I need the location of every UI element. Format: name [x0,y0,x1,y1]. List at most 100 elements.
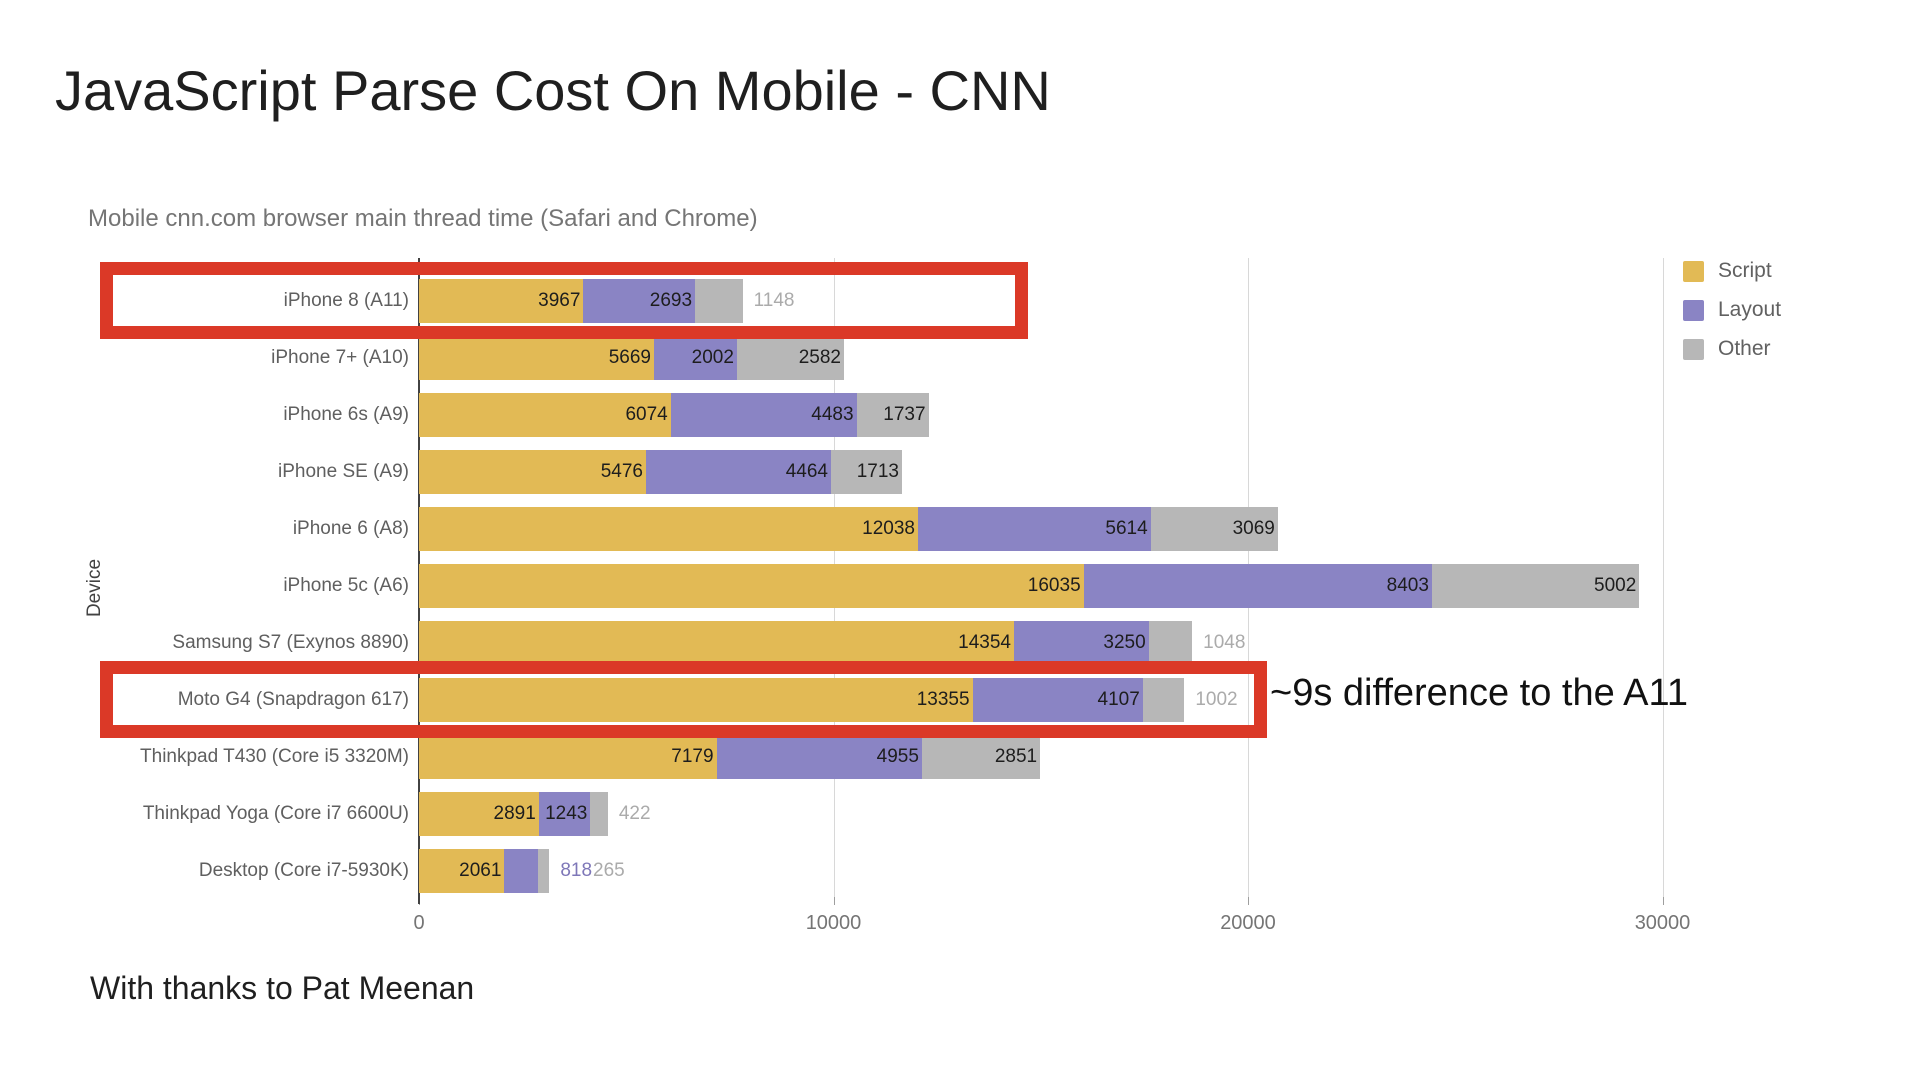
footer-credit: With thanks to Pat Meenan [90,970,475,1006]
value-label-script: 13355 [916,688,970,710]
value-label-script: 14354 [958,631,1011,653]
legend-swatch-script [1683,260,1704,282]
value-label-script: 12038 [862,517,915,539]
category-label: Moto G4 (Snapdragon 617) [177,689,409,710]
value-label-other: 1713 [856,460,899,482]
legend-item-other: Other [1683,337,1781,360]
bar-segment-layout: 8403 [1083,563,1432,608]
bar-segment-script: 13355 [419,677,973,722]
value-label-outside: 818 [560,859,593,881]
category-label: iPhone 5c (A6) [283,575,409,596]
annotation-9s-difference: ~9s difference to the A11 [1270,672,1688,714]
value-label-layout: 5614 [1105,517,1148,539]
bar-segment-layout: 1243 [538,791,591,836]
value-label-other: 1737 [883,403,926,425]
value-label-script: 5669 [608,346,651,368]
outside-value-labels: 1002 [1195,678,1237,722]
category-label: iPhone 6s (A9) [283,404,409,425]
value-label-outside: 1048 [1203,631,1246,653]
bar-segment-other: 3069 [1150,506,1278,551]
legend-item-layout: Layout [1683,298,1782,321]
x-tick-mark-30000 [1662,897,1664,905]
bar-segment-other: 1713 [831,449,902,494]
value-label-other: 2582 [798,346,841,368]
value-label-outside: 422 [618,802,651,824]
value-label-layout: 4107 [1097,688,1140,710]
bar-segment-layout: 4955 [716,734,922,779]
bar-segment-layout: 4483 [670,392,857,437]
value-label-script: 3967 [538,289,581,311]
gridline-30000 [1662,258,1664,897]
bar-segment-other [695,278,743,323]
value-label-script: 2061 [459,859,502,881]
bar-segment-layout [504,848,539,893]
value-label-other: 5002 [1594,574,1637,596]
bar-segment-layout: 5614 [917,506,1151,551]
bar-segment-other: 2582 [736,335,844,380]
bar-segment-script: 3967 [419,278,584,323]
value-label-other: 3069 [1232,517,1275,539]
legend: Script Layout Other [1683,259,1782,377]
outside-value-labels: 818 265 [560,849,624,893]
value-label-layout: 4955 [876,745,919,767]
bar-segment-layout: 2002 [653,335,737,380]
bar-segment-script: 5476 [419,449,646,494]
bar-segment-layout: 4464 [645,449,831,494]
outside-value-labels: 422 [619,792,651,836]
bar-segment-script: 7179 [419,734,717,779]
x-tick-mark-10000 [833,897,835,905]
category-label: iPhone SE (A9) [278,461,409,482]
value-label-script: 6074 [625,403,668,425]
bar-segment-script: 6074 [419,392,671,437]
bar-segment-script: 2891 [419,791,539,836]
x-tick-label-20000: 20000 [1220,912,1276,934]
bar-segment-script: 14354 [419,620,1014,665]
bar-segment-layout: 3250 [1013,620,1149,665]
bar-segment-script: 5669 [419,335,654,380]
x-tick-label-10000: 10000 [805,912,862,934]
legend-swatch-other [1683,338,1704,360]
chart-subtitle: Mobile cnn.com browser main thread time … [88,205,758,232]
bar-segment-other [538,848,550,893]
bar-segment-script: 2061 [419,848,505,893]
value-label-layout: 2002 [691,346,734,368]
bar-segment-other [1148,620,1193,665]
value-label-layout: 4483 [811,403,854,425]
value-label-outside: 1002 [1195,688,1238,710]
bar-segment-layout: 2693 [583,278,696,323]
legend-swatch-layout [1683,299,1704,321]
value-label-outside: 265 [593,859,625,881]
value-label-script: 2891 [493,802,536,824]
page-title: JavaScript Parse Cost On Mobile - CNN [55,59,1051,122]
x-tick-label-0: 0 [413,912,425,934]
highlight-box-2 [100,661,1267,738]
category-label: Thinkpad T430 (Core i5 3320M) [140,746,409,767]
value-label-script: 5476 [600,460,643,482]
category-label: iPhone 7+ (A10) [271,347,409,368]
legend-label-other: Other [1718,337,1771,360]
legend-label-layout: Layout [1718,298,1782,321]
bar-segment-other [1142,677,1185,722]
bar-segment-layout: 4107 [972,677,1143,722]
value-label-layout: 3250 [1103,631,1146,653]
outside-value-labels: 1048 [1203,621,1245,665]
value-label-other: 2851 [994,745,1038,767]
value-label-layout: 1243 [545,802,588,824]
bar-segment-other [590,791,608,836]
outside-value-labels: 1148 [754,279,795,323]
x-tick-mark-20000 [1248,897,1249,905]
legend-label-script: Script [1718,259,1772,282]
bar-segment-script: 12038 [419,506,918,551]
category-label: iPhone 8 (A11) [283,290,409,311]
highlight-box-1 [100,262,1028,339]
x-tick-label-30000: 30000 [1634,912,1691,934]
bar-segment-other: 5002 [1431,563,1640,608]
value-label-script: 16035 [1027,574,1081,596]
value-label-layout: 4464 [785,460,828,482]
legend-item-script: Script [1683,259,1781,282]
category-label: Thinkpad Yoga (Core i7 6600U) [142,803,409,824]
category-label: Samsung S7 (Exynos 8890) [172,632,409,653]
category-label: iPhone 6 (A8) [292,518,409,539]
value-label-layout: 2693 [649,289,693,311]
